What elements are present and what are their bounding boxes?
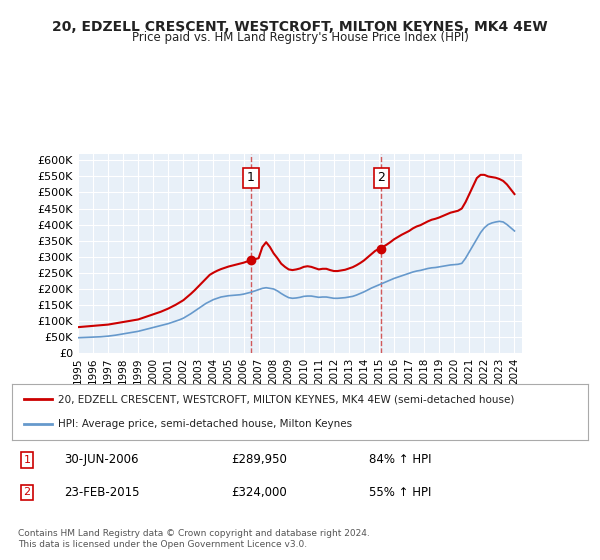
Text: Contains HM Land Registry data © Crown copyright and database right 2024.
This d: Contains HM Land Registry data © Crown c… bbox=[18, 529, 370, 549]
Text: 2: 2 bbox=[23, 487, 31, 497]
Text: 1: 1 bbox=[247, 171, 255, 184]
Text: 55% ↑ HPI: 55% ↑ HPI bbox=[369, 486, 431, 499]
Text: 20, EDZELL CRESCENT, WESTCROFT, MILTON KEYNES, MK4 4EW (semi-detached house): 20, EDZELL CRESCENT, WESTCROFT, MILTON K… bbox=[58, 394, 514, 404]
Text: HPI: Average price, semi-detached house, Milton Keynes: HPI: Average price, semi-detached house,… bbox=[58, 419, 352, 429]
Text: 23-FEB-2015: 23-FEB-2015 bbox=[64, 486, 139, 499]
Text: £324,000: £324,000 bbox=[231, 486, 287, 499]
Text: 20, EDZELL CRESCENT, WESTCROFT, MILTON KEYNES, MK4 4EW: 20, EDZELL CRESCENT, WESTCROFT, MILTON K… bbox=[52, 20, 548, 34]
Text: £289,950: £289,950 bbox=[231, 453, 287, 466]
Text: 84% ↑ HPI: 84% ↑ HPI bbox=[369, 453, 431, 466]
Text: 30-JUN-2006: 30-JUN-2006 bbox=[64, 453, 139, 466]
Text: 2: 2 bbox=[377, 171, 385, 184]
Text: 1: 1 bbox=[23, 455, 31, 465]
Text: Price paid vs. HM Land Registry's House Price Index (HPI): Price paid vs. HM Land Registry's House … bbox=[131, 31, 469, 44]
